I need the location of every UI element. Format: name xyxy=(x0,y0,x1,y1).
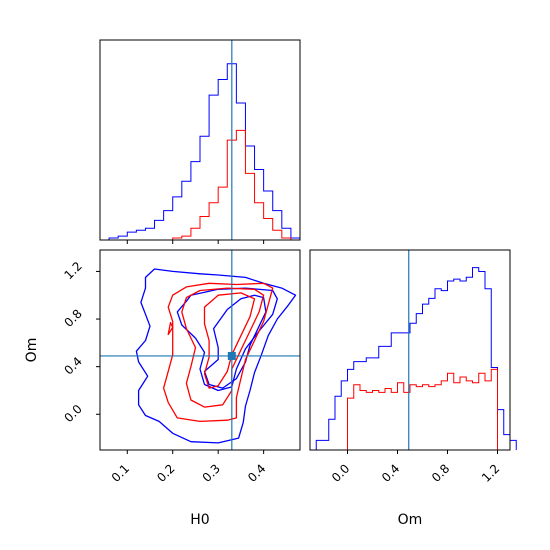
contour-blue-1 xyxy=(135,268,297,444)
contour-x-tick-label: 0.3 xyxy=(200,461,223,484)
h0-hist-series-1 xyxy=(100,63,301,241)
om-x-tick-label: 1.2 xyxy=(479,461,502,484)
truth-marker xyxy=(227,351,236,360)
contour-frame xyxy=(99,249,301,451)
h0-histogram-panel xyxy=(99,39,301,244)
om-x-tick-label: 0.0 xyxy=(329,461,352,484)
om-hist-frame xyxy=(309,249,511,451)
h0-hist-frame xyxy=(99,39,301,241)
om-hist-series-2 xyxy=(347,368,498,450)
om-x-tick-label: 0.8 xyxy=(429,461,452,484)
om-histogram-panel: 0.0 0.4 0.8 1.2 xyxy=(309,249,517,485)
x-axis-label-h0: H0 xyxy=(190,512,209,528)
contour-y-tick-label: 1.2 xyxy=(61,259,84,282)
om-hist-series-1 xyxy=(315,267,517,450)
contour-x-tick-label: 0.2 xyxy=(154,461,177,484)
contour-y-tick-label: 0.0 xyxy=(61,402,84,425)
contour-red-7 xyxy=(167,321,174,336)
contour-y-tick-label: 0.8 xyxy=(61,307,84,330)
contour-y-tick-label: 0.4 xyxy=(61,354,84,377)
y-axis-label-om: Om xyxy=(24,338,40,363)
h0-om-contour-panel: 0.1 0.2 0.3 0.4 0.0 0.4 0.8 1.2 xyxy=(61,249,301,485)
contour-x-tick-label: 0.1 xyxy=(109,461,132,484)
contour-blue-2 xyxy=(176,287,278,392)
x-axis-label-om: Om xyxy=(398,512,423,528)
om-x-tick-label: 0.4 xyxy=(379,461,402,484)
contour-red-6 xyxy=(203,292,256,389)
contour-x-tick-label: 0.4 xyxy=(245,461,268,484)
contour-red-4 xyxy=(162,282,274,423)
